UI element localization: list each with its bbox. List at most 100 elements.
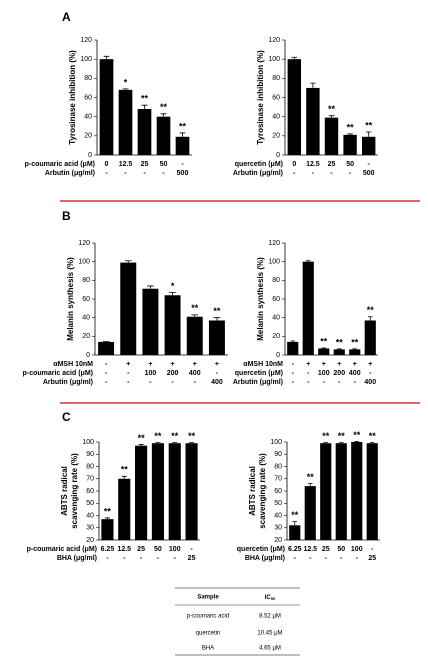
y-tick-label: 20 [274,537,282,544]
y-tick-label: 90 [274,451,282,458]
treatment-value: - [293,170,296,177]
bar [98,341,115,355]
treatment-value: 6.25 [101,546,115,553]
treatment-value: 100 [351,546,363,553]
significance: ** [213,306,221,316]
treatment-label: p-coumaric acid (μM) [23,370,93,377]
treatment-value: 200 [167,370,179,377]
treatment-value: 100 [318,370,330,377]
error-bar [365,131,372,137]
bar [185,443,198,540]
treatment-value: 200 [333,370,345,377]
treatment-value: - [124,170,127,177]
significance: ** [347,122,355,132]
bar [362,136,376,155]
treatment-value: 12.5 [306,161,320,168]
treatment-value: 50 [346,161,354,168]
treatment-value: 6.25 [288,546,302,553]
treatment-value: 100 [145,370,157,377]
treatment-value: 0 [292,161,296,168]
table-header: IC50 [265,595,276,601]
bar [118,89,133,155]
bar [175,136,190,155]
y-tick-label: 60 [82,296,90,303]
treatment-label: αMSH 10nM [53,361,93,368]
bar [151,443,164,540]
treatment-value: - [181,161,184,168]
bar [343,134,357,155]
table-cell: quercetin [196,631,221,637]
y-tick-label: 70 [86,476,94,483]
treatment-value: - [105,361,108,368]
treatment-value: + [126,361,130,368]
error-bar [138,444,144,446]
treatment-value: + [368,361,372,368]
bar [335,443,347,540]
y-axis-label: Melanin synthesis (%) [66,257,75,341]
treatment-value: 12.5 [303,546,317,553]
y-axis-label: scavenging rate (%) [70,453,79,529]
error-bar [305,260,311,262]
y-tick-label: 60 [272,296,280,303]
error-bar [213,317,221,321]
y-tick-label: 120 [268,37,280,44]
y-tick-label: 100 [270,439,282,446]
error-bar [290,340,296,342]
treatment-value: 100 [169,546,181,553]
treatment-value: 25 [368,555,376,562]
y-tick-label: 70 [274,476,282,483]
treatment-label: quercetin (μM) [237,546,285,553]
bar [366,443,378,540]
treatment-value: - [294,555,297,562]
treatment-value: - [292,361,295,368]
error-bar [141,104,148,109]
treatment-value: - [105,370,108,377]
y-tick-label: 100 [268,259,280,266]
treatment-value: - [106,555,109,562]
y-tick-label: 40 [272,315,280,322]
y-tick-label: 80 [274,463,282,470]
treatment-label: quercetin (μM) [235,161,283,168]
bar [164,295,181,355]
treatment-value: - [194,379,197,386]
treatment-value: - [105,170,108,177]
error-bar [189,442,195,444]
treatment-value: + [215,361,219,368]
y-tick-label: 80 [272,277,280,284]
y-tick-label: 60 [272,94,280,101]
error-bar [122,88,129,90]
treatment-label: Arbutin (μg/ml) [45,170,95,177]
treatment-value: - [312,170,315,177]
bar [320,443,332,540]
y-tick-label: 100 [80,56,92,63]
treatment-value: - [330,170,333,177]
error-bar [160,113,167,117]
y-tick-label: 50 [274,500,282,507]
significance: ** [171,431,179,441]
bar [304,486,316,540]
bar [302,261,314,355]
error-bar [292,521,298,526]
treatment-value: 400 [189,370,201,377]
bar [168,443,181,540]
y-axis-label: Tyrosinase inhibition (%) [256,50,265,145]
error-bar [155,442,161,444]
error-bar [291,56,298,60]
treatment-value: + [171,361,175,368]
treatment-value: - [292,370,295,377]
y-axis-label: ABTS radical [248,466,257,516]
significance: ** [320,336,328,346]
significance: ** [307,472,315,482]
treatment-value: - [216,370,219,377]
significance: ** [291,510,299,520]
treatment-value: + [148,361,152,368]
error-bar [121,475,127,479]
panel-label: A [62,10,71,24]
treatment-value: - [369,370,372,377]
bar [99,59,114,155]
significance: ** [154,431,162,441]
error-bar [191,314,199,317]
treatment-value: - [162,170,165,177]
treatment-value: - [354,379,357,386]
